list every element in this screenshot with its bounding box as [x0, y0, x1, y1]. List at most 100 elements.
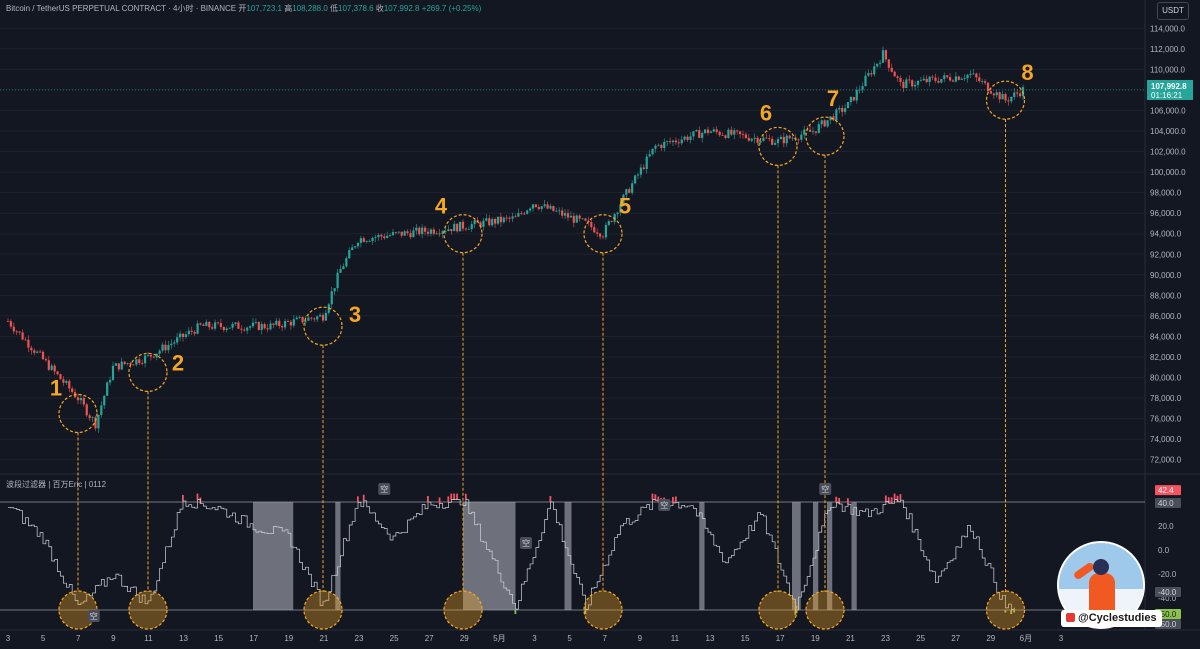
candle-body — [324, 312, 328, 321]
candle-body — [1013, 92, 1016, 97]
candle-body — [216, 322, 220, 324]
candle-body — [100, 405, 103, 415]
candle-body — [674, 140, 678, 143]
candle-body — [371, 237, 374, 242]
candle-body — [164, 344, 167, 351]
candle-body — [33, 350, 36, 353]
osc-swing-circle — [303, 590, 343, 630]
candle-body — [403, 231, 406, 236]
candle-body — [82, 398, 85, 405]
candle-body — [178, 333, 182, 338]
overbought-bar — [887, 497, 890, 504]
candle-body — [908, 79, 911, 81]
swing-label: 6 — [760, 100, 772, 125]
overbought-bar — [453, 493, 456, 500]
candle-body — [88, 415, 91, 418]
candle-body — [278, 320, 281, 326]
candle-body — [884, 50, 888, 60]
candle-body — [861, 86, 864, 90]
candle-body — [613, 214, 616, 222]
signal-tag-bg — [87, 610, 100, 622]
price-tick-label: 106,000.0 — [1150, 106, 1186, 115]
candle-body — [992, 93, 995, 96]
candle-body — [313, 318, 316, 320]
candle-body — [85, 404, 88, 416]
price-tick-label: 80,000.0 — [1150, 374, 1182, 383]
candle-body — [126, 363, 129, 364]
price-tick-label: 104,000.0 — [1150, 127, 1186, 136]
candle-body — [820, 120, 823, 125]
candle-body — [432, 229, 435, 234]
time-tick-label: 23 — [881, 634, 890, 643]
candle-body — [24, 339, 27, 341]
candle-body — [689, 136, 692, 141]
candle-body — [138, 359, 141, 364]
candle-body — [902, 81, 905, 88]
candle-body — [543, 204, 546, 207]
candle-body — [575, 215, 578, 223]
candle-body — [415, 227, 418, 231]
candle-body — [351, 247, 354, 251]
candle-body — [269, 323, 272, 330]
candle-body — [184, 334, 188, 338]
watermark-handle: @Cyclestudies — [1061, 610, 1162, 627]
overbought-bar — [447, 496, 450, 503]
candle-body — [622, 194, 625, 205]
symbol-name[interactable]: Bitcoin / TetherUS PERPETUAL CONTRACT — [6, 4, 166, 13]
overbought-bar — [196, 493, 199, 500]
candle-body — [972, 73, 975, 75]
time-tick-label: 13 — [706, 634, 715, 643]
currency-button[interactable]: USDT — [1157, 2, 1189, 20]
candle-body — [750, 138, 753, 141]
time-tick-label: 15 — [741, 634, 750, 643]
last-price-value: 107,992.8 — [1151, 82, 1187, 91]
swing-circle — [758, 126, 798, 167]
osc-swing-circle — [985, 590, 1026, 630]
candle-body — [339, 269, 342, 273]
interval[interactable]: 4小时 — [173, 4, 194, 13]
candle-body — [814, 131, 818, 133]
oscillator-axis: 40.020.00.0-20.0-40.0-60.042.440.0-40.0-… — [1155, 485, 1181, 629]
candle-body — [473, 220, 476, 225]
candle-body — [773, 143, 777, 145]
candle-body — [578, 215, 581, 219]
candle-body — [858, 89, 861, 91]
price-tag: 107,992.801:16:21 — [0, 79, 1193, 100]
low-value: 107,378.6 — [338, 4, 374, 13]
candle-body — [878, 62, 882, 64]
swing-circle — [443, 214, 483, 254]
candle-body — [254, 322, 258, 323]
candle-body — [260, 324, 263, 331]
candle-body — [170, 343, 173, 346]
candle-body — [400, 231, 403, 236]
overbought-bar — [835, 496, 838, 503]
candle-body — [456, 223, 459, 232]
candle-body — [753, 137, 756, 139]
candle-body — [496, 216, 500, 224]
level-tag-bg — [1155, 498, 1181, 508]
overbought-bar — [182, 494, 184, 501]
indicator-title[interactable]: 波段过滤器 | 百万Eric | 0112 — [6, 480, 107, 489]
candle-body — [537, 207, 540, 209]
candle-body — [768, 138, 771, 140]
time-tick-label: 17 — [776, 634, 785, 643]
overbought-bar — [438, 497, 441, 504]
countdown: 01:16:21 — [1151, 91, 1183, 100]
overbought-bar — [657, 496, 660, 503]
candle-body — [421, 227, 424, 235]
candle-body — [321, 314, 325, 321]
candle-body — [450, 229, 453, 232]
candle-body — [870, 73, 873, 75]
candle-body — [41, 351, 45, 360]
candle-body — [633, 175, 637, 184]
time-tick-label: 11 — [671, 634, 680, 643]
candle-body — [855, 89, 858, 101]
candle-body — [161, 344, 164, 351]
candle-body — [21, 332, 24, 340]
overbought-bar — [899, 494, 902, 501]
candle-body — [569, 215, 573, 218]
swing-label: 3 — [349, 302, 361, 327]
candle-body — [896, 76, 899, 78]
candle-body — [852, 97, 855, 101]
